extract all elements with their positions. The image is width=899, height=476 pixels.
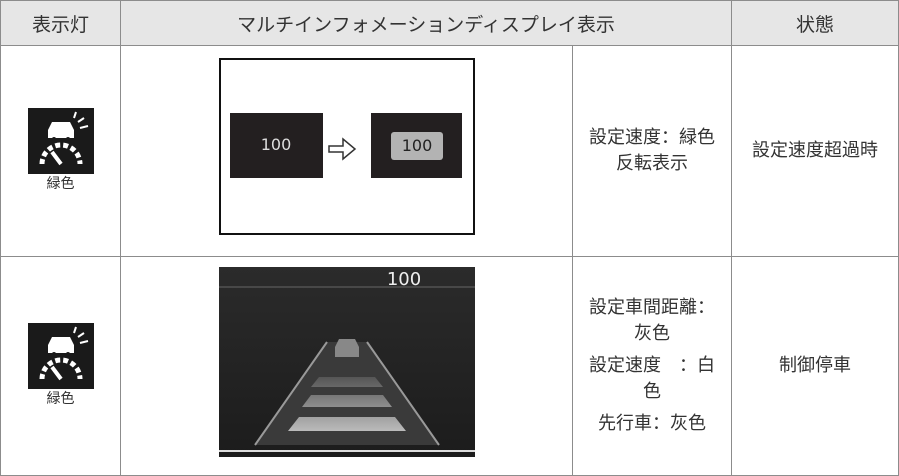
cell: 制御停車 [731, 256, 899, 476]
indicator: 緑色 [1, 322, 120, 409]
indicator-label: 緑色 [46, 175, 75, 192]
display-image: 100 [218, 266, 475, 457]
header-cell: 状態 [731, 0, 899, 46]
row: 緑色 100 100 設定速度：緑色反転表示 設定速度超過時 [0, 45, 899, 257]
header-row: 表示灯 マルチインフォメーションディスプレイ表示 状態 [0, 0, 899, 46]
display-speed: 100 [386, 269, 420, 290]
header-cell: マルチインフォメーションディスプレイ表示 [119, 0, 733, 46]
description: 先行車：灰色 [598, 413, 706, 435]
indicator-icon [27, 322, 94, 389]
indicator-icon [27, 107, 94, 174]
cell: 設定速度：緑色反転表示 [571, 45, 733, 257]
indicator: 緑色 [1, 107, 120, 194]
description: 設定速度 ：白色 [589, 354, 715, 403]
arrow [327, 137, 356, 162]
cell: 100 [120, 256, 573, 476]
indicator-label: 緑色 [46, 390, 75, 407]
cell: 緑色 [0, 256, 121, 476]
description: 設定車間距離：灰色 [589, 296, 715, 344]
cell: 設定速度超過時 [731, 45, 899, 257]
display-speed: 100 [260, 135, 291, 154]
display-speed: 100 [401, 136, 432, 155]
description: 設定速度：緑色反転表示 [589, 126, 715, 174]
cell: 設定車間距離：灰色 設定速度 ：白色 先行車：灰色 [571, 256, 733, 476]
cell: 100 100 [120, 45, 573, 257]
header-cell: 表示灯 [0, 0, 121, 46]
row: 緑色 100 設定車間距離：灰色 設定速度 ：白色 先行車： [0, 256, 899, 476]
display-image: 100 100 [218, 58, 475, 236]
cell: 緑色 [0, 45, 121, 257]
